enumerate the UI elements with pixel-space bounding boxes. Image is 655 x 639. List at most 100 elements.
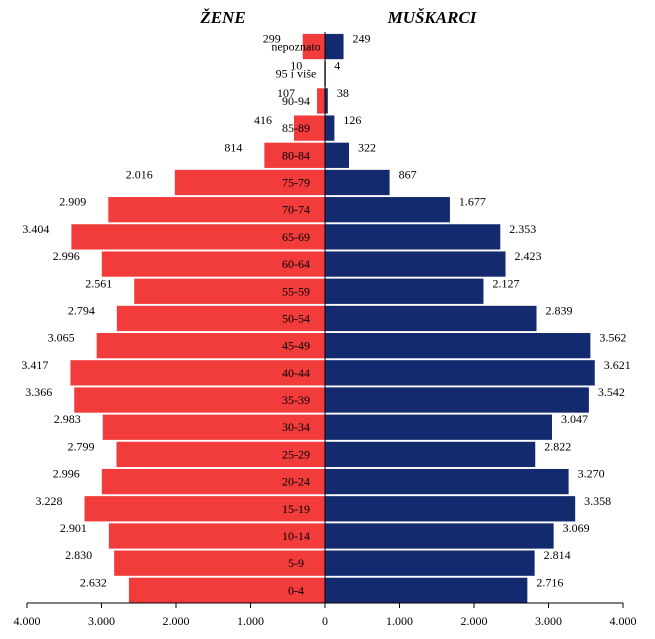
bar-women-30-34	[102, 414, 325, 440]
bar-men-85-89	[325, 115, 335, 141]
value-label-women-80-84: 814	[224, 140, 242, 154]
bar-men-15-19	[325, 496, 576, 522]
x-tick-label: 2.000	[461, 614, 488, 628]
value-label-women-65-69: 3.404	[22, 222, 49, 236]
value-label-men-25-29: 2.822	[544, 439, 571, 453]
age-label-65-69: 65-69	[282, 230, 310, 244]
bar-women-5-9	[114, 550, 325, 576]
value-label-men-75-79: 867	[399, 167, 417, 181]
bar-women-90-94	[317, 88, 325, 114]
bar-men-45-49	[325, 332, 591, 359]
value-label-women-50-54: 2.794	[68, 303, 95, 317]
bar-women-0-4	[128, 577, 325, 603]
age-label-85-89: 85-89	[282, 121, 310, 135]
age-label-70-74: 70-74	[282, 203, 310, 217]
bar-men-nepoznato	[325, 33, 344, 60]
age-label-90-94: 90-94	[282, 94, 310, 108]
bar-men-35-39	[325, 387, 589, 413]
age-label-60-64: 60-64	[282, 257, 310, 271]
x-tick-label: 4.000	[610, 614, 637, 628]
bar-men-60-64	[325, 251, 506, 277]
x-tick-label: 1.000	[237, 614, 264, 628]
x-tick-label: 0	[322, 614, 328, 628]
bar-women-10-14	[108, 523, 325, 549]
value-label-women-nepoznato: 299	[263, 32, 281, 46]
bar-women-80-84	[264, 142, 325, 168]
bar-women-50-54	[116, 305, 325, 332]
age-label-30-34: 30-34	[282, 420, 310, 434]
bar-men-25-29	[325, 441, 536, 468]
bar-women-25-29	[116, 441, 325, 468]
age-label-80-84: 80-84	[282, 148, 310, 162]
value-label-men-20-24: 3.270	[578, 467, 605, 481]
value-label-women-5-9: 2.830	[65, 548, 92, 562]
bar-men-80-84	[325, 142, 349, 168]
value-label-women-90-94: 107	[277, 86, 295, 100]
bar-men-55-59	[325, 278, 484, 304]
bar-women-70-74	[108, 197, 325, 223]
age-label-50-54: 50-54	[282, 311, 310, 325]
age-label-5-9: 5-9	[288, 556, 304, 570]
bar-women-60-64	[101, 251, 325, 277]
bar-women-65-69	[71, 224, 325, 250]
age-label-40-44: 40-44	[282, 366, 310, 380]
x-tick-label: 3.000	[88, 614, 115, 628]
bar-men-10-14	[325, 523, 554, 549]
value-label-men-35-39: 3.542	[598, 385, 625, 399]
age-label-55-59: 55-59	[282, 284, 310, 298]
age-label-10-14: 10-14	[282, 529, 310, 543]
value-label-men-65-69: 2.353	[509, 222, 536, 236]
bar-women-nepoznato	[302, 33, 325, 60]
bar-men-65-69	[325, 224, 501, 250]
value-label-women-45-49: 3.065	[48, 331, 75, 345]
value-label-men-nepoznato: 249	[353, 32, 371, 46]
value-label-women-25-29: 2.799	[67, 439, 94, 453]
bar-women-15-19	[84, 496, 325, 522]
value-label-women-10-14: 2.901	[60, 521, 87, 535]
age-label-25-29: 25-29	[282, 447, 310, 461]
value-label-women-70-74: 2.909	[59, 195, 86, 209]
bar-men-90-94	[325, 88, 328, 114]
value-label-men-0-4: 2.716	[536, 575, 563, 589]
bar-men-5-9	[325, 550, 535, 576]
value-label-women-20-24: 2.996	[53, 467, 80, 481]
value-label-men-10-14: 3.069	[563, 521, 590, 535]
value-label-women-40-44: 3.417	[21, 358, 48, 372]
x-tick-label: 2.000	[163, 614, 190, 628]
value-label-women-55-59: 2.561	[85, 276, 112, 290]
x-tick-label: 1.000	[386, 614, 413, 628]
age-label-20-24: 20-24	[282, 475, 310, 489]
bar-men-40-44	[325, 360, 595, 386]
bars-layer	[70, 33, 595, 603]
value-label-men-55-59: 2.127	[492, 276, 519, 290]
bar-men-30-34	[325, 414, 553, 440]
x-tick-label: 3.000	[535, 614, 562, 628]
age-label-45-49: 45-49	[282, 339, 310, 353]
bar-women-75-79	[174, 169, 325, 196]
bar-women-20-24	[101, 468, 325, 495]
value-label-men-45-49: 3.562	[599, 331, 626, 345]
value-label-men-50-54: 2.839	[546, 303, 573, 317]
bar-women-35-39	[74, 387, 325, 413]
bar-men-20-24	[325, 468, 569, 495]
age-label-nepoznato: nepoznato	[271, 40, 320, 54]
value-label-men-5-9: 2.814	[544, 548, 571, 562]
bar-men-0-4	[325, 577, 528, 603]
bar-women-55-59	[134, 278, 325, 304]
value-label-women-75-79: 2.016	[126, 167, 153, 181]
value-label-men-40-44: 3.621	[604, 358, 631, 372]
bar-men-50-54	[325, 305, 537, 332]
age-label-35-39: 35-39	[282, 393, 310, 407]
value-label-men-95-i-vi-e: 4	[334, 59, 340, 73]
header-men: MUŠKARCI	[387, 8, 478, 27]
labels-layer: 0-4 2.632 2.716 5-9 2.830 2.814 10-14 2.901 3.06…	[21, 32, 630, 598]
bar-men-70-74	[325, 197, 450, 223]
value-label-women-60-64: 2.996	[53, 249, 80, 263]
x-axis: 4.000 3.000 2.000 1.000 0 1.000 2.000 3.000 4.00…	[14, 32, 637, 628]
value-label-men-85-89: 126	[343, 113, 361, 127]
value-label-men-80-84: 322	[358, 140, 376, 154]
value-label-men-60-64: 2.423	[515, 249, 542, 263]
bar-men-75-79	[325, 169, 390, 196]
bar-women-45-49	[96, 332, 325, 359]
